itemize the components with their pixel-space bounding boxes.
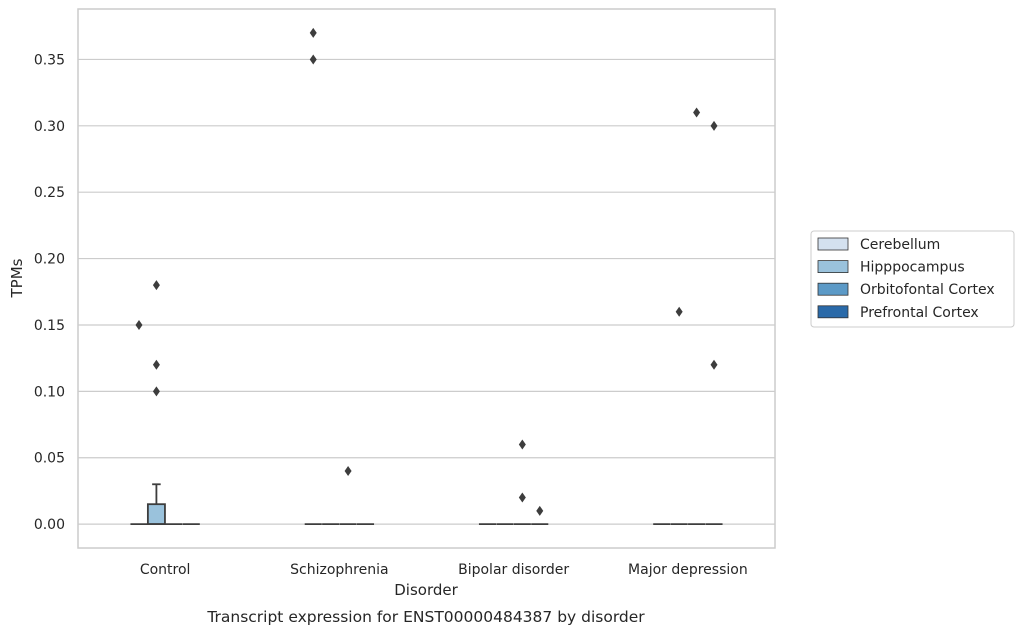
outlier-point: [152, 359, 160, 370]
outlier-point: [710, 359, 718, 370]
y-tick-label: 0.05: [34, 451, 65, 467]
boxes: [130, 483, 723, 526]
outlier-point: [152, 280, 160, 291]
x-tick-label: Control: [140, 562, 191, 578]
outlier-point: [309, 27, 317, 38]
outlier-point: [675, 306, 683, 317]
outlier-point: [518, 439, 526, 450]
y-tick-label: 0.00: [34, 517, 65, 533]
outlier-point: [135, 319, 143, 330]
outlier-point: [693, 107, 701, 118]
box-body: [146, 503, 166, 526]
legend-swatch: [817, 260, 849, 274]
legend-label: Hipppocampus: [860, 260, 965, 276]
x-tick-label: Bipolar disorder: [458, 562, 569, 578]
legend: Cerebellum Hipppocampus Orbitofontal Corte…: [810, 230, 1015, 328]
plot-area-frame: [77, 8, 776, 549]
outliers: [135, 27, 718, 516]
box-hipppocampus: [146, 483, 166, 526]
outlier-point: [536, 505, 544, 516]
y-axis-ticks: 0.00 0.05 0.10 0.15 0.20 0.25 0.30 0.35: [34, 52, 65, 533]
x-tick-label: Major depression: [628, 562, 748, 578]
legend-frame: [810, 230, 1015, 328]
y-tick-label: 0.30: [34, 119, 65, 135]
outlier-point: [309, 54, 317, 65]
y-tick-label: 0.25: [34, 185, 65, 201]
legend-label: Cerebellum: [860, 237, 940, 253]
y-tick-label: 0.10: [34, 384, 65, 400]
legend-swatch: [817, 305, 849, 319]
x-axis-title: Disorder: [394, 581, 458, 599]
chart-caption: Transcript expression for ENST0000048438…: [206, 608, 645, 626]
y-axis-title: TPMs: [8, 258, 26, 298]
outlier-point: [344, 466, 352, 476]
y-tick-label: 0.35: [34, 52, 65, 68]
outlier-point: [152, 386, 160, 397]
x-axis-ticks: Control Schizophrenia Bipolar disorder Majo…: [140, 562, 748, 578]
gridlines: [78, 58, 775, 525]
outlier-point: [710, 120, 718, 131]
y-tick-label: 0.20: [34, 252, 65, 268]
legend-label: Prefrontal Cortex: [860, 305, 979, 321]
legend-swatch: [817, 237, 849, 251]
outlier-point: [518, 492, 526, 503]
x-tick-label: Schizophrenia: [290, 562, 388, 578]
legend-swatch: [817, 282, 849, 296]
y-tick-label: 0.15: [34, 318, 65, 334]
legend-label: Orbitofontal Cortex: [860, 282, 995, 298]
